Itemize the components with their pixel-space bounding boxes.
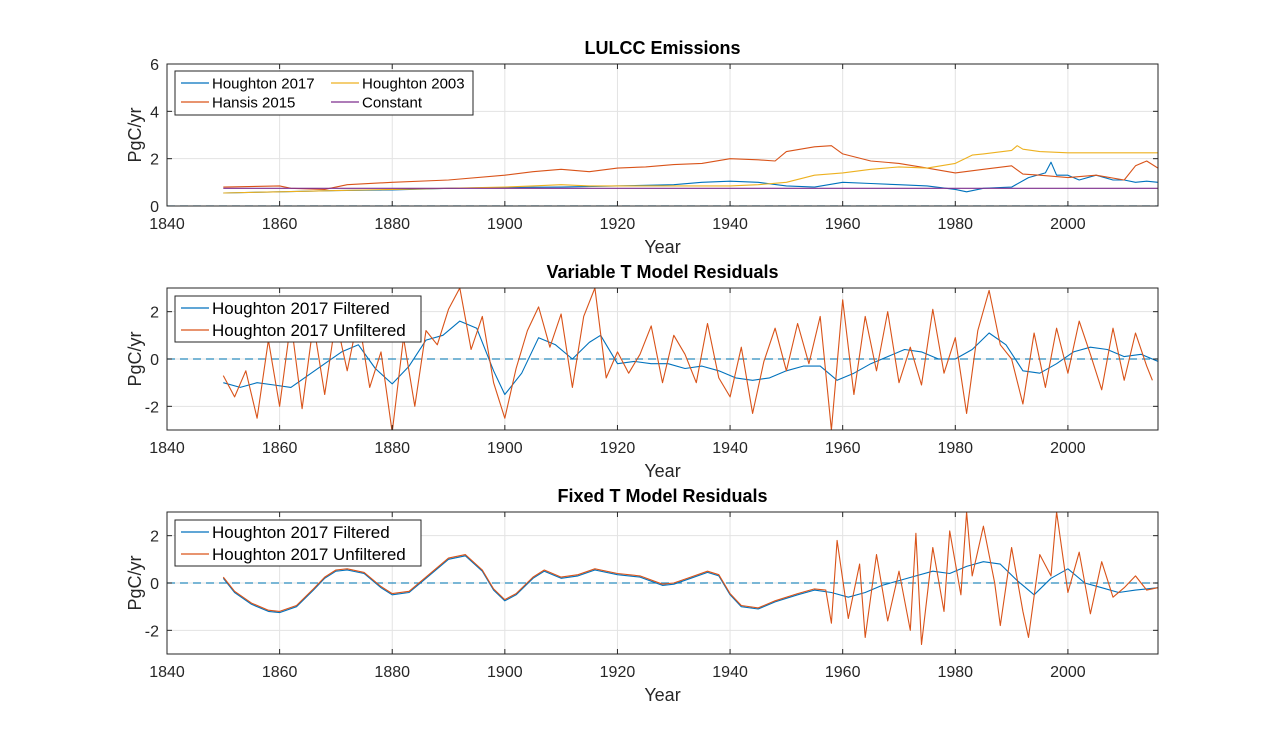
plot-area <box>167 145 1158 206</box>
plot-area <box>167 512 1158 646</box>
x-tick-label: 1840 <box>149 216 185 233</box>
x-axis-label: Year <box>644 237 680 257</box>
x-tick-label: 1960 <box>825 664 861 681</box>
x-tick-label: 1880 <box>374 216 410 233</box>
chart-lulcc-emissions: 1840 1860 1880 1900 1920 1940 1960 1980 2000 0 2 4 6… <box>125 38 1159 257</box>
chart-fixed-t-residuals: 1840 1860 1880 1900 1920 1940 1960 1980 2000 -2 0 2… <box>125 486 1159 705</box>
x-tick-label: 1880 <box>374 664 410 681</box>
x-axis-label: Year <box>644 461 680 481</box>
y-tick-label: 2 <box>150 152 159 169</box>
x-tick-label: 1920 <box>600 440 636 457</box>
x-tick-label: 1860 <box>262 440 298 457</box>
legend-entry-label: Houghton 2017 Filtered <box>212 523 390 542</box>
plot-area <box>167 288 1158 430</box>
x-tick-label: 2000 <box>1050 440 1086 457</box>
x-tick-label: 2000 <box>1050 664 1086 681</box>
legend-entry-label: Houghton 2017 Unfiltered <box>212 545 406 564</box>
x-tick-label: 1860 <box>262 664 298 681</box>
legend-box <box>174 519 422 567</box>
y-tick-label: 0 <box>150 199 159 216</box>
legend-entry-label: Houghton 2017 Filtered <box>212 299 390 318</box>
y-tick-label: 6 <box>150 57 159 74</box>
x-tick-label: 1980 <box>937 440 973 457</box>
y-axis-label: PgC/yr <box>125 107 145 162</box>
legend-box <box>174 295 422 343</box>
chart-variable-t-residuals: 1840 1860 1880 1900 1920 1940 1960 1980 2000 -2 0 2… <box>125 262 1159 481</box>
chart-title: Fixed T Model Residuals <box>557 486 767 506</box>
y-tick-label: 0 <box>150 576 159 593</box>
y-tick-label: 4 <box>150 104 159 121</box>
x-tick-label: 1880 <box>374 440 410 457</box>
x-tick-label: 1860 <box>262 216 298 233</box>
x-tick-label: 1980 <box>937 664 973 681</box>
legend-entry-label: Hansis 2015 <box>212 94 295 111</box>
y-tick-label: -2 <box>145 623 159 640</box>
legend: Houghton 2017 Hansis 2015 Houghton 2003 Con… <box>174 70 474 116</box>
axes-box <box>166 63 1159 207</box>
x-tick-label: 1940 <box>712 216 748 233</box>
x-tick-label: 1840 <box>149 440 185 457</box>
series-line-houghton-2017-filtered <box>222 555 1158 614</box>
legend-entry-label: Constant <box>362 94 423 111</box>
x-tick-label: 1840 <box>149 664 185 681</box>
y-tick-label: -2 <box>145 399 159 416</box>
x-tick-label: 1920 <box>600 216 636 233</box>
x-tick-label: 1980 <box>937 216 973 233</box>
series-line-houghton-2017-filtered <box>223 320 1158 396</box>
y-tick-label: 0 <box>150 352 159 369</box>
chart-title: LULCC Emissions <box>584 38 740 58</box>
x-tick-label: 1960 <box>825 216 861 233</box>
x-tick-label: 1900 <box>487 216 523 233</box>
chart-title: Variable T Model Residuals <box>546 262 778 282</box>
series-line-houghton-2017-unfiltered <box>222 512 1158 646</box>
x-axis-label: Year <box>644 685 680 705</box>
x-tick-label: 1920 <box>600 664 636 681</box>
legend-entry-label: Houghton 2017 Unfiltered <box>212 321 406 340</box>
x-tick-label: 1940 <box>712 664 748 681</box>
series-line-houghton-2017 <box>223 161 1158 194</box>
y-axis-label: PgC/yr <box>125 555 145 610</box>
x-tick-label: 1900 <box>487 440 523 457</box>
series-line-houghton-2017-unfiltered <box>222 288 1153 430</box>
x-tick-label: 2000 <box>1050 216 1086 233</box>
legend: Houghton 2017 Filtered Houghton 2017 Unfi… <box>174 295 422 343</box>
x-tick-label: 1940 <box>712 440 748 457</box>
legend-entry-label: Houghton 2017 <box>212 75 315 92</box>
series-line-houghton-2003 <box>223 145 1158 194</box>
legend: Houghton 2017 Filtered Houghton 2017 Unfi… <box>174 519 422 567</box>
legend-entry-label: Houghton 2003 <box>362 75 465 92</box>
x-tick-label: 1900 <box>487 664 523 681</box>
series-line-hansis-2015 <box>223 145 1158 190</box>
y-tick-label: 2 <box>150 529 159 546</box>
y-axis-label: PgC/yr <box>125 331 145 386</box>
legend-box <box>174 70 474 116</box>
y-tick-label: 2 <box>150 305 159 322</box>
x-tick-label: 1960 <box>825 440 861 457</box>
